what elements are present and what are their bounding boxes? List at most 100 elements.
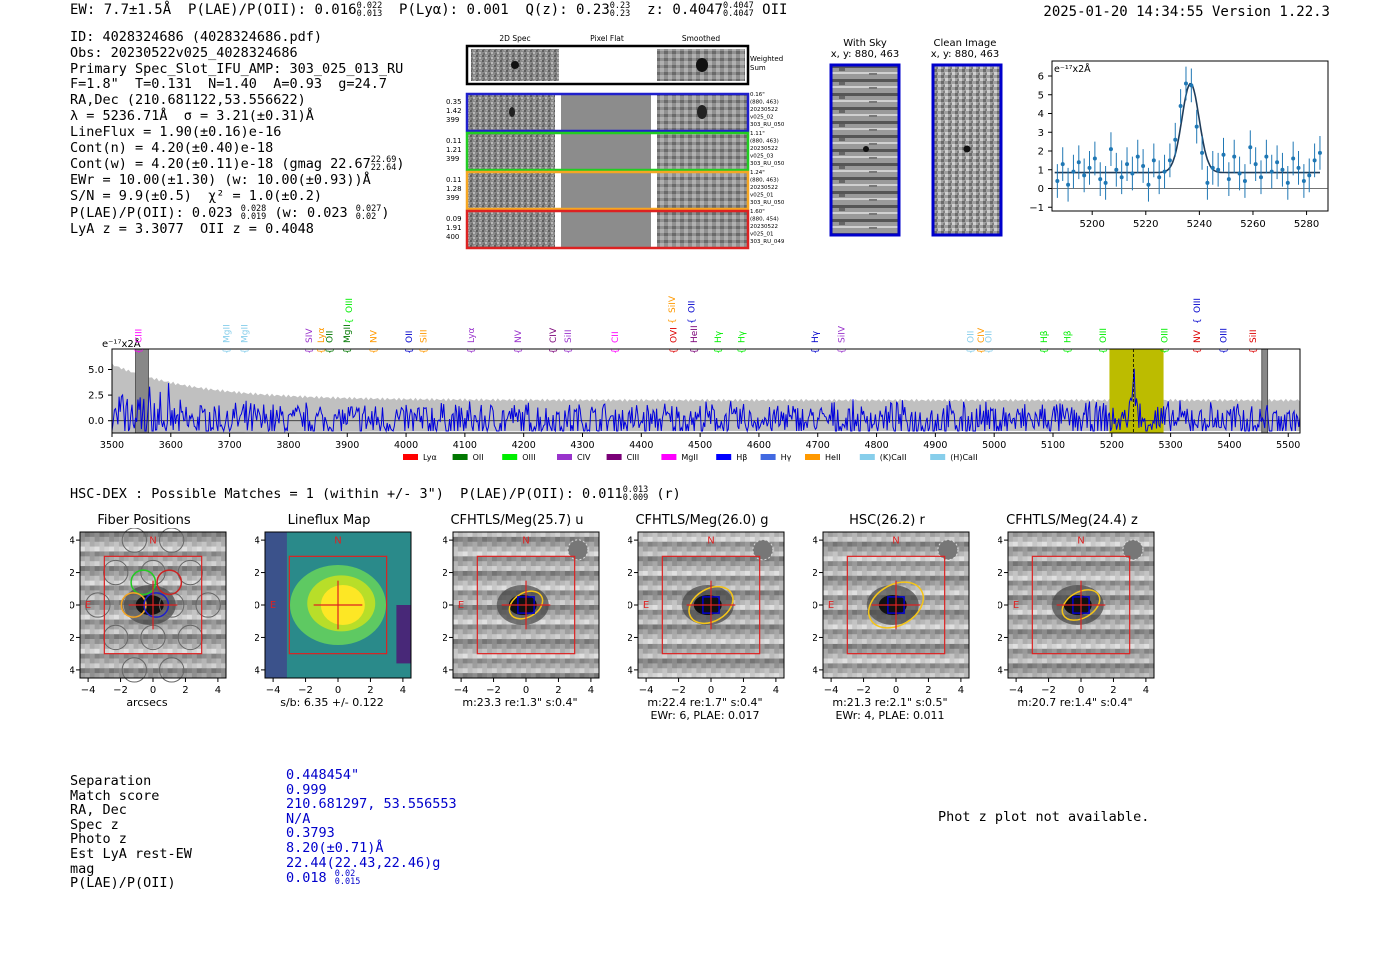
pixel [652,595,658,601]
pixel [89,600,95,606]
pixel [954,614,960,620]
pixel [759,643,765,650]
spectral-line-bracket: { [611,348,621,354]
pixel [779,614,785,620]
pixel [900,556,907,562]
pixel [657,585,663,591]
pixel [1042,575,1048,581]
pixel [99,624,105,630]
pixel [949,663,955,669]
pixel [153,532,159,538]
spectrum-ylabel: e⁻¹⁷x2Å [102,337,141,350]
pixel [540,580,546,586]
pixel [706,546,712,552]
pixel [216,566,222,572]
pixel [1032,590,1038,596]
pixel [910,634,916,640]
pixel [638,673,644,679]
pixel [526,570,532,577]
pixel [206,643,212,650]
pixel [1105,609,1111,616]
pixel [871,570,877,577]
pixel [1110,653,1116,659]
pixel [201,658,207,664]
pixel [114,590,120,596]
pixel [720,629,726,635]
pixel [506,570,512,577]
pixel [1022,551,1028,557]
pixel [589,551,595,557]
pixel [754,585,760,591]
zoom-xtick-label: 5240 [1187,219,1212,230]
pixel [638,556,644,562]
pixel [657,634,663,640]
pixel [1139,609,1145,616]
pixel [550,580,556,586]
pixel [886,551,892,557]
pixel [861,673,868,679]
pixel [89,653,95,659]
zoom-data-point [1317,150,1322,155]
pixel [99,605,105,611]
pixel [1115,643,1121,650]
pixel [1144,614,1150,620]
pixel [584,609,590,616]
pixel [569,532,575,538]
pixel [545,614,551,620]
pixel [725,643,731,650]
pixel [555,590,561,596]
pixel [584,639,590,645]
pixel [1032,614,1038,620]
pixel [545,532,551,538]
pixel [1100,580,1106,586]
pixel [866,648,872,654]
pixel [1100,609,1106,616]
pixel [944,639,950,645]
legend-label: CIV [577,453,591,462]
pixel [1066,663,1072,669]
pixel [1037,532,1043,538]
pixel [501,668,507,674]
pixel [866,643,872,650]
pixel [511,648,517,654]
fiber-circle [177,624,203,651]
fiber-circle [121,528,148,553]
pixel [1081,575,1087,581]
pixel [104,575,110,581]
pixel [735,624,741,630]
pixel [754,639,760,645]
pixel [491,624,498,630]
pixel [491,619,498,625]
pixel [594,663,600,669]
panel-title: Fiber Positions [97,513,191,528]
pixel [530,556,537,562]
pixel [1008,536,1014,543]
pixel [172,541,178,547]
pixel [579,639,585,645]
pixel [964,546,970,552]
pixel [535,668,541,674]
pixel [930,546,936,552]
pixel [89,609,95,616]
pixel [939,566,945,572]
pixel [959,595,965,601]
pixel [560,595,566,601]
pixel [1081,629,1087,635]
pixel [462,561,468,567]
pixel [745,561,751,567]
pixel [930,609,936,616]
pixel [487,634,493,640]
pixel [769,595,775,601]
pixel [764,653,770,659]
pixel [954,585,960,591]
pixel [930,653,936,659]
pixel [691,561,697,567]
fiber-info: 0.16" [750,92,765,98]
pixel [172,566,178,572]
pixel [930,566,936,572]
pixel [837,541,843,547]
pixel [920,653,926,659]
pixel [769,590,775,596]
pixel [118,536,125,543]
pixel [1090,653,1096,659]
